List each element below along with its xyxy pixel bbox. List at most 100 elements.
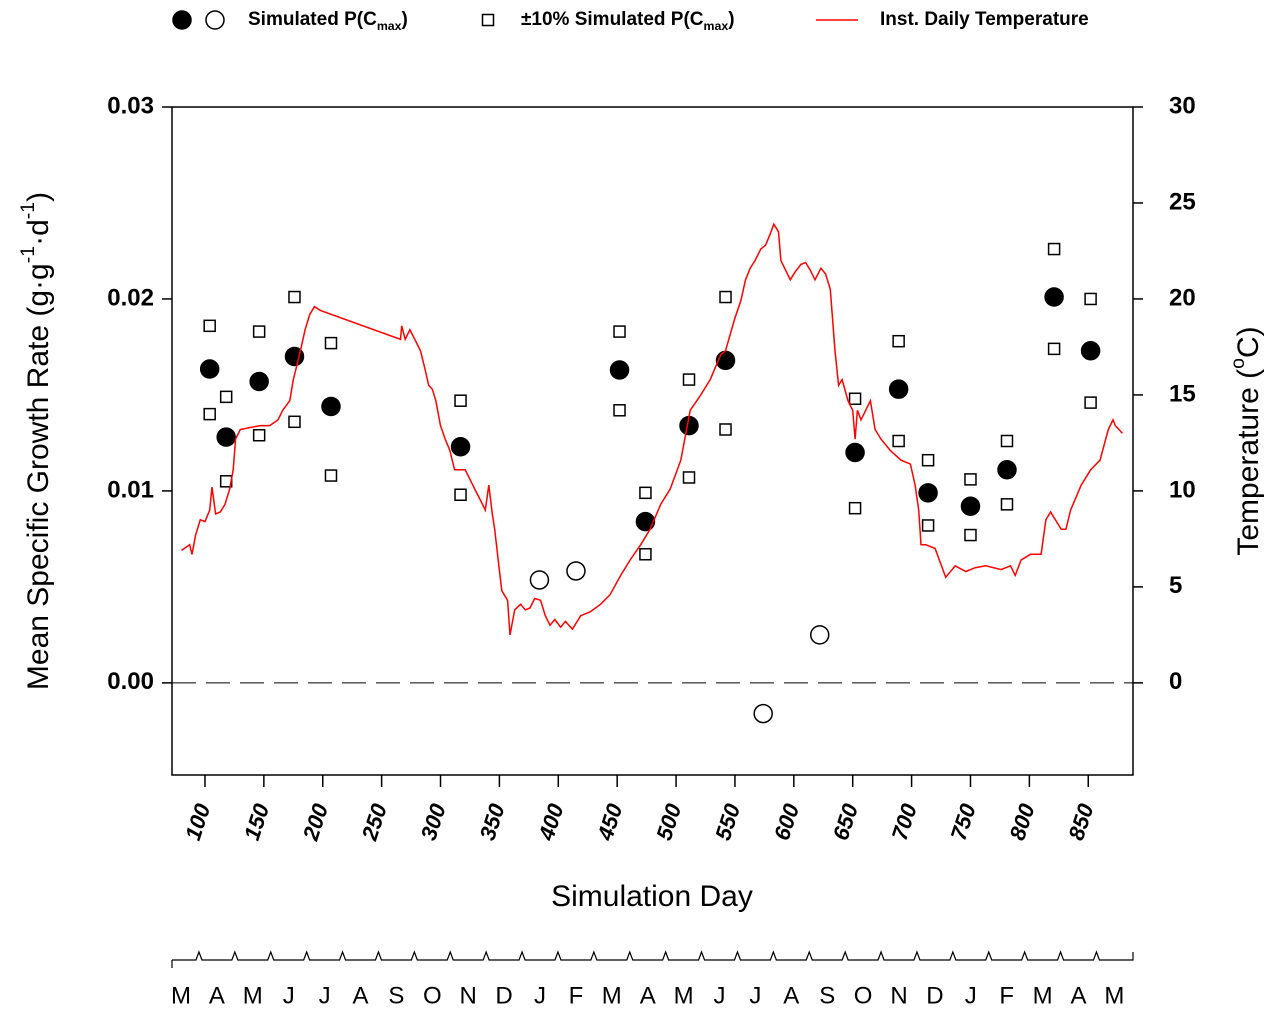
- point: [964, 473, 977, 486]
- month-label: M: [1104, 982, 1124, 1009]
- point: [892, 434, 905, 448]
- point: [450, 437, 471, 457]
- month-label: D: [495, 982, 512, 1009]
- point: [1000, 498, 1014, 511]
- text-part: Inst. Daily Temperature: [880, 9, 1089, 30]
- point: [252, 428, 266, 442]
- point: [719, 423, 732, 436]
- point: [715, 350, 736, 371]
- x-axis-title: Simulation Day: [551, 880, 753, 913]
- point: [921, 519, 935, 532]
- x-tick-label: 800: [1005, 800, 1040, 843]
- y2-tick-label: 5: [1169, 572, 1182, 599]
- x-tick-label: 550: [710, 800, 745, 843]
- x-tick-label: 650: [828, 800, 863, 843]
- month-label: M: [1033, 982, 1053, 1009]
- point: [1044, 287, 1064, 307]
- point: [1047, 342, 1061, 356]
- y-tick-label: 0.01: [107, 476, 154, 503]
- month-label: J: [283, 982, 295, 1009]
- point: [324, 469, 338, 482]
- text-part: ): [22, 192, 55, 202]
- month-label: N: [460, 982, 477, 1009]
- point: [321, 396, 341, 417]
- legend-marker: [481, 13, 495, 27]
- month-label: S: [388, 982, 404, 1009]
- superscript: -1: [17, 246, 39, 263]
- month-label: S: [819, 982, 835, 1009]
- point: [888, 379, 909, 399]
- temperature-line: [180, 222, 1123, 636]
- point: [613, 325, 626, 338]
- y2-tick-label: 20: [1169, 284, 1196, 311]
- x-tick-label: 350: [475, 800, 510, 843]
- y2-tick-label: 0: [1169, 668, 1182, 695]
- superscript: -1: [17, 202, 39, 219]
- point: [203, 407, 216, 421]
- point: [199, 359, 220, 379]
- text-part: Temperature (: [1232, 369, 1265, 556]
- x-tick-label: 850: [1063, 800, 1098, 843]
- point: [918, 483, 938, 503]
- point: [682, 471, 696, 484]
- point: [848, 392, 862, 406]
- month-label: A: [209, 982, 225, 1009]
- point: [635, 511, 656, 532]
- subscript: max: [377, 19, 402, 33]
- point: [753, 703, 773, 724]
- x-tick-label: 100: [180, 800, 215, 843]
- month-label: O: [854, 982, 873, 1009]
- text-part: ·d: [22, 219, 55, 246]
- month-label: J: [319, 982, 331, 1009]
- point: [921, 453, 935, 467]
- y-tick-label: 0.02: [107, 284, 154, 311]
- y2-tick-label: 25: [1169, 188, 1196, 215]
- month-label: F: [999, 982, 1014, 1009]
- x-tick-label: 450: [592, 800, 628, 844]
- point: [284, 346, 305, 367]
- x-tick-label: 200: [298, 800, 334, 844]
- point: [288, 415, 301, 429]
- month-label: F: [569, 982, 584, 1009]
- point: [609, 360, 630, 380]
- month-label: M: [602, 982, 622, 1009]
- x-tick-label: 750: [946, 800, 981, 843]
- y-tick-label: 0.00: [107, 668, 154, 695]
- legend-marker: [172, 10, 192, 30]
- x-tick-label: 250: [356, 800, 392, 844]
- month-label: A: [640, 982, 656, 1009]
- point: [1047, 242, 1061, 256]
- point: [1080, 341, 1101, 361]
- x-tick-label: 300: [416, 800, 451, 843]
- legend-marker: [205, 10, 225, 30]
- point: [892, 334, 905, 348]
- point: [848, 501, 862, 515]
- month-label: J: [714, 982, 726, 1009]
- month-label: A: [352, 982, 368, 1009]
- month-label: J: [965, 982, 977, 1009]
- month-label: M: [171, 982, 191, 1009]
- plot-frame: [171, 106, 1134, 776]
- point: [960, 496, 981, 517]
- month-label: A: [783, 982, 799, 1009]
- point: [613, 404, 626, 417]
- text-part: C): [1232, 326, 1265, 358]
- point: [845, 442, 865, 463]
- point: [216, 427, 236, 447]
- point: [566, 561, 586, 581]
- text-part: Simulated P(C: [248, 9, 377, 30]
- point: [288, 290, 301, 304]
- y2-axis-title: Temperature (oC): [1227, 326, 1265, 555]
- text-part: ±10% Simulated P(C: [521, 9, 704, 30]
- y-tick-label: 0.03: [107, 92, 154, 119]
- legend-label: ±10% Simulated P(Cmax): [521, 9, 735, 33]
- point: [1084, 292, 1097, 306]
- point: [809, 625, 830, 645]
- point: [324, 336, 338, 350]
- point: [454, 394, 467, 407]
- point: [682, 373, 696, 386]
- month-label: J: [534, 982, 546, 1009]
- point: [719, 290, 732, 304]
- point: [997, 460, 1017, 480]
